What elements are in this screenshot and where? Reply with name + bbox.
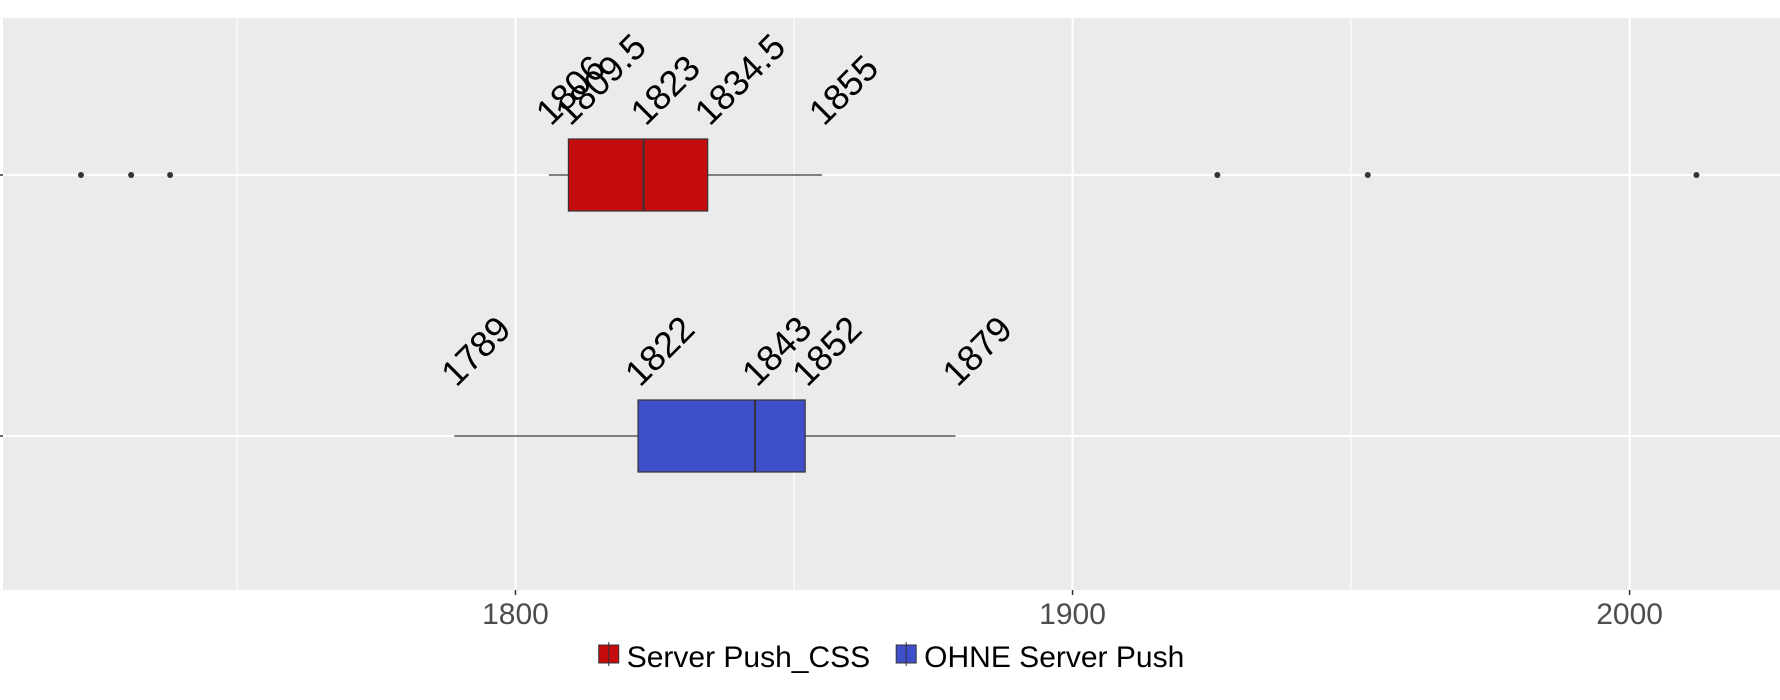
grid-layer <box>3 18 1780 590</box>
x-tick-label: 1800 <box>482 598 549 631</box>
legend-key <box>598 642 620 666</box>
legend-label: Server Push_CSS <box>627 641 870 674</box>
legend-key <box>895 642 917 666</box>
legend-label: OHNE Server Push <box>924 641 1184 674</box>
outlier-point <box>77 172 84 178</box>
outlier-point <box>167 172 174 178</box>
outlier-point <box>128 172 135 178</box>
x-axis: 1800 1900 2000 <box>0 174 1663 631</box>
iqr-box <box>567 138 709 212</box>
plot-panel <box>3 18 1780 590</box>
legend: Server Push_CSS OHNE Server Push <box>598 641 1184 674</box>
outlier-point <box>1693 172 1700 178</box>
outlier-point <box>1214 172 1221 178</box>
x-tick-label: 1900 <box>1039 598 1106 631</box>
outlier-point <box>1364 172 1371 178</box>
x-tick-label: 2000 <box>1596 598 1663 631</box>
iqr-box <box>637 399 806 473</box>
